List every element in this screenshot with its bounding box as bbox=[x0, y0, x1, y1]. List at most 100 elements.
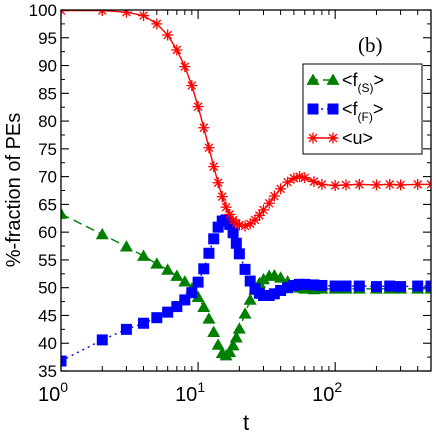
data-point-fs bbox=[207, 325, 221, 337]
x-tick-label: 102 bbox=[312, 379, 342, 406]
data-point-ff bbox=[224, 218, 236, 230]
y-tick-label: 100 bbox=[29, 1, 57, 20]
data-point-ff bbox=[384, 280, 396, 292]
y-axis-label: %-fraction of PEs bbox=[3, 113, 25, 268]
data-point-ff bbox=[370, 281, 382, 293]
data-point-ff bbox=[198, 263, 210, 275]
data-point-u bbox=[203, 142, 215, 154]
plot-frame bbox=[60, 9, 432, 372]
data-point-fs bbox=[61, 207, 68, 219]
data-point-u bbox=[340, 179, 352, 191]
legend-label-u: <u> bbox=[342, 128, 373, 148]
data-point-u bbox=[412, 178, 424, 190]
data-point-ff bbox=[239, 263, 251, 275]
data-point-ff bbox=[329, 280, 341, 292]
y-tick-label: 65 bbox=[38, 195, 57, 214]
data-point-u bbox=[162, 29, 174, 41]
y-tick-label: 90 bbox=[38, 57, 57, 76]
data-point-ff bbox=[171, 301, 183, 313]
data-point-ff bbox=[257, 289, 269, 301]
data-point-fs bbox=[238, 307, 252, 319]
data-point-u bbox=[316, 178, 328, 190]
data-point-u bbox=[179, 61, 191, 73]
data-point-u bbox=[275, 183, 287, 195]
data-point-u bbox=[425, 178, 431, 190]
legend-marker-fs bbox=[326, 73, 340, 85]
y-tick-label: 75 bbox=[38, 140, 57, 159]
data-point-fs bbox=[150, 257, 164, 269]
series-line-fs bbox=[61, 213, 431, 357]
data-point-ff bbox=[120, 323, 132, 335]
data-point-ff bbox=[282, 282, 294, 294]
legend-marker-u bbox=[327, 132, 339, 144]
data-point-ff bbox=[208, 233, 220, 245]
data-point-ff bbox=[227, 227, 239, 239]
data-point-fs bbox=[95, 227, 109, 240]
y-tick-label: 50 bbox=[38, 279, 57, 298]
data-point-ff bbox=[353, 280, 365, 292]
data-point-ff bbox=[268, 288, 280, 300]
legend-marker-fs bbox=[306, 73, 320, 85]
data-point-fs bbox=[161, 263, 175, 275]
data-point-fs bbox=[243, 293, 257, 305]
data-point-fs bbox=[256, 272, 270, 285]
data-point-ff bbox=[212, 221, 224, 233]
data-point-fs bbox=[191, 290, 205, 303]
data-point-ff bbox=[244, 275, 256, 287]
data-point-u bbox=[192, 101, 204, 113]
data-point-ff bbox=[192, 276, 204, 288]
data-point-u bbox=[151, 18, 163, 30]
data-point-fs bbox=[170, 269, 184, 281]
data-point-u bbox=[308, 176, 320, 188]
series-layer bbox=[61, 10, 431, 367]
data-point-ff bbox=[288, 279, 300, 291]
legend-marker-u bbox=[307, 132, 319, 144]
x-axis-label: t bbox=[243, 410, 249, 433]
data-point-u bbox=[171, 44, 183, 56]
data-point-u bbox=[253, 209, 265, 221]
legend-entry-u: <u> bbox=[307, 128, 373, 148]
data-point-u bbox=[329, 180, 341, 192]
y-tick-label: 35 bbox=[38, 362, 57, 381]
data-point-u bbox=[263, 197, 275, 209]
data-point-ff bbox=[96, 334, 108, 346]
data-point-ff bbox=[308, 279, 320, 291]
data-point-ff bbox=[395, 281, 407, 293]
data-point-ff bbox=[316, 279, 328, 291]
data-point-fs bbox=[211, 338, 225, 350]
data-point-ff bbox=[138, 317, 150, 329]
y-tick-label: 60 bbox=[38, 223, 57, 242]
data-point-fs bbox=[223, 345, 237, 357]
y-tick-label: 70 bbox=[38, 168, 57, 187]
data-point-u bbox=[120, 10, 132, 18]
legend-marker-ff bbox=[307, 103, 319, 115]
y-tick-label: 45 bbox=[38, 306, 57, 325]
series-u bbox=[61, 10, 431, 232]
data-point-u bbox=[224, 208, 236, 220]
data-point-u bbox=[395, 179, 407, 191]
data-point-u bbox=[186, 80, 198, 92]
data-point-fs bbox=[137, 249, 151, 261]
data-point-ff bbox=[299, 278, 311, 290]
legend: <f(S)> <f(F)> <u> bbox=[306, 70, 384, 148]
y-tick-label: 55 bbox=[38, 251, 57, 270]
data-point-u bbox=[198, 122, 210, 134]
legend-entry-ff: <f(F)> bbox=[307, 99, 383, 124]
x-tick-label: 101 bbox=[175, 379, 205, 406]
data-point-u bbox=[138, 10, 150, 22]
data-point-u bbox=[257, 204, 269, 216]
data-point-u bbox=[282, 176, 294, 188]
data-point-ff bbox=[186, 287, 198, 299]
data-point-ff bbox=[203, 247, 215, 259]
data-point-ff bbox=[425, 280, 431, 292]
data-point-u bbox=[299, 172, 311, 184]
data-point-u bbox=[268, 190, 280, 202]
y-tick-label: 40 bbox=[38, 334, 57, 353]
legend-marker-ff bbox=[327, 103, 339, 115]
y-tick-label: 85 bbox=[38, 84, 57, 103]
data-point-ff bbox=[61, 355, 67, 367]
data-point-fs bbox=[202, 312, 216, 324]
data-point-fs bbox=[178, 275, 192, 287]
legend-label-fs: <f(S)> bbox=[342, 70, 384, 95]
